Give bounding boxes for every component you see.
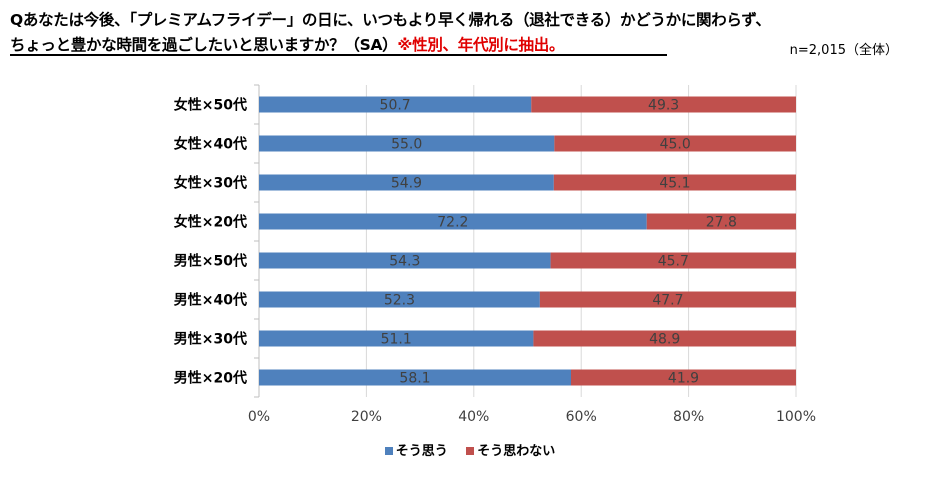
data-label-no-5: 47.7	[652, 293, 683, 309]
chart-title-question: ちょっと豊かな時間を過ごしたいと思いますか？（SA）	[10, 36, 398, 54]
data-label-no-7: 41.9	[668, 371, 699, 387]
category-label-5: 男性×40代	[174, 292, 247, 309]
bar-yes-4	[259, 252, 551, 269]
legend-label-no: そう思わない	[477, 444, 556, 459]
chart-legend: そう思う そう思わない	[0, 440, 940, 459]
x-tick-label-0: 0%	[248, 409, 270, 425]
data-label-no-6: 48.9	[649, 332, 680, 348]
x-tick-label-5: 100%	[776, 409, 816, 425]
category-label-1: 女性×40代	[174, 136, 247, 153]
bar-no-0	[531, 96, 796, 113]
data-label-no-1: 45.0	[660, 137, 691, 153]
title-underline	[10, 54, 667, 56]
bar-no-5	[539, 291, 796, 308]
bar-yes-0	[259, 96, 532, 113]
data-label-yes-3: 72.2	[437, 215, 468, 231]
bar-yes-2	[259, 174, 554, 191]
category-label-7: 男性×20代	[174, 370, 247, 387]
x-tick-label-2: 40%	[458, 409, 489, 425]
bar-no-1	[554, 135, 796, 152]
category-label-3: 女性×20代	[174, 214, 247, 231]
category-label-0: 女性×50代	[174, 97, 247, 114]
legend-item-no: そう思わない	[466, 440, 555, 459]
bar-yes-5	[259, 291, 540, 308]
bar-no-2	[553, 174, 796, 191]
bar-no-6	[533, 330, 796, 347]
chart-title-note: ※性別、年代別に抽出。	[397, 36, 565, 54]
data-label-yes-2: 54.9	[391, 176, 422, 192]
x-tick-label-4: 80%	[673, 409, 704, 425]
bar-no-7	[570, 369, 796, 386]
data-label-yes-0: 50.7	[380, 98, 411, 114]
data-label-no-4: 45.7	[658, 254, 689, 270]
category-label-4: 男性×50代	[174, 253, 247, 270]
bar-yes-7	[259, 369, 571, 386]
chart-title-line-1: Qあなたは今後、「プレミアムフライデー」の日に、いつもより早く帰れる（退社できる…	[10, 11, 771, 29]
category-label-2: 女性×30代	[174, 175, 247, 192]
legend-label-yes: そう思う	[395, 444, 448, 459]
data-label-no-0: 49.3	[648, 98, 679, 114]
data-label-yes-7: 58.1	[399, 371, 430, 387]
data-label-yes-1: 55.0	[391, 137, 422, 153]
sample-size-label: n=2,015（全体）	[789, 43, 898, 58]
data-label-yes-5: 52.3	[384, 293, 415, 309]
bar-yes-3	[259, 213, 647, 230]
data-label-yes-6: 51.1	[381, 332, 412, 348]
legend-swatch-no	[466, 446, 475, 455]
bar-no-3	[646, 213, 796, 230]
data-label-yes-4: 54.3	[389, 254, 420, 270]
data-label-no-2: 45.1	[659, 176, 690, 192]
legend-item-yes: そう思う	[384, 440, 448, 459]
bar-yes-1	[259, 135, 555, 152]
category-label-6: 男性×30代	[174, 331, 247, 348]
legend-swatch-yes	[384, 446, 393, 455]
bar-no-4	[550, 252, 796, 269]
bar-yes-6	[259, 330, 534, 347]
data-label-no-3: 27.8	[706, 215, 737, 231]
x-tick-label-1: 20%	[351, 409, 382, 425]
x-tick-label-3: 60%	[566, 409, 597, 425]
chart-title-line-2: ちょっと豊かな時間を過ごしたいと思いますか？（SA）※性別、年代別に抽出。	[10, 33, 564, 55]
